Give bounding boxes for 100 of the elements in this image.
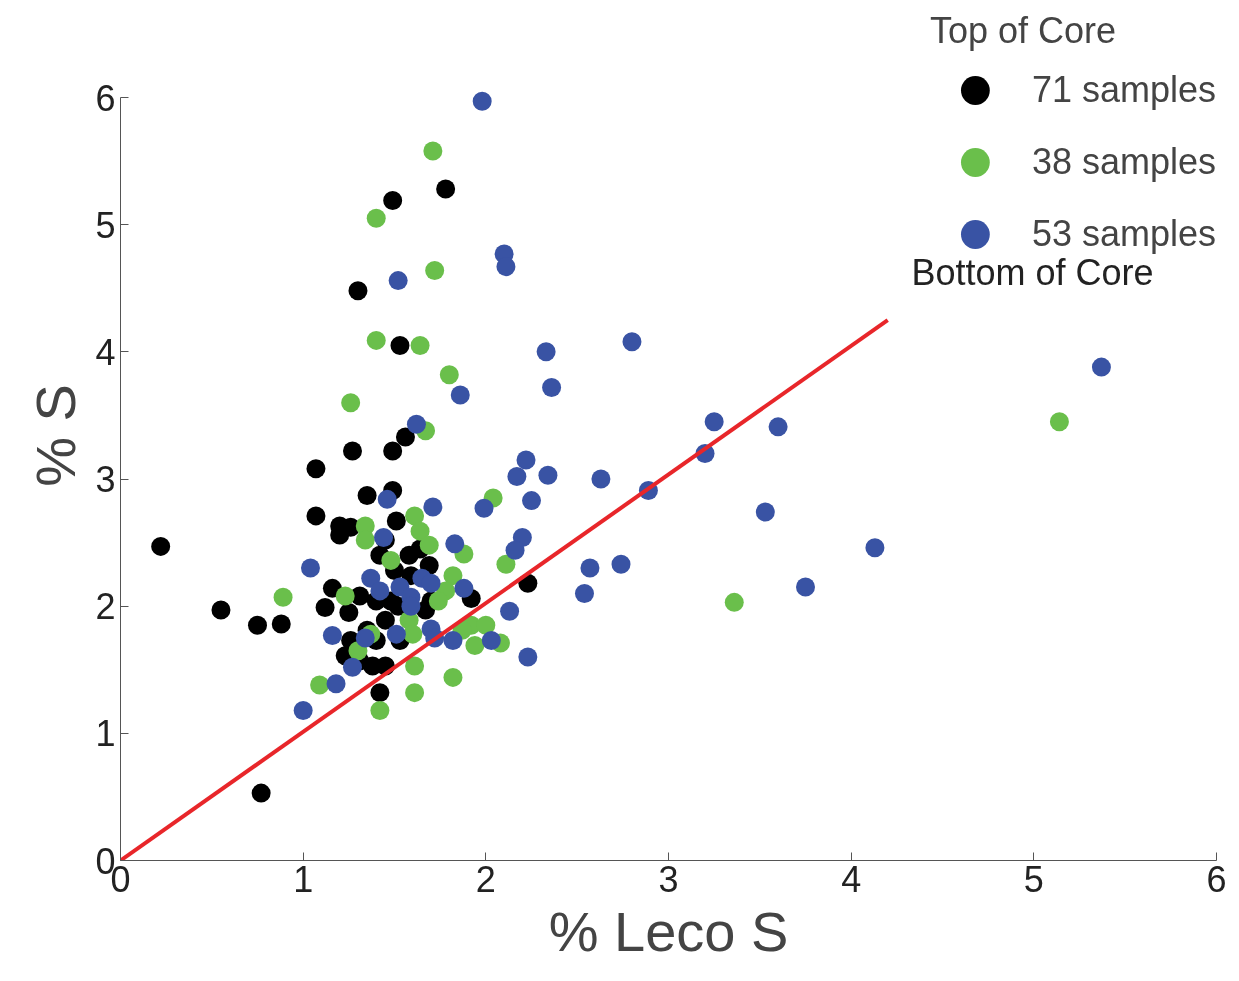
point xyxy=(405,656,425,676)
x-tick-label: 4 xyxy=(841,858,862,900)
point xyxy=(271,614,291,634)
point xyxy=(326,674,346,694)
point xyxy=(421,573,441,593)
y-tick-label: 2 xyxy=(95,586,116,628)
point xyxy=(472,91,492,111)
point xyxy=(574,583,594,603)
point xyxy=(419,535,439,555)
point xyxy=(339,603,359,623)
point xyxy=(405,683,425,703)
x-tick-label: 6 xyxy=(1206,858,1227,900)
point xyxy=(406,414,426,434)
point xyxy=(377,489,397,509)
point xyxy=(410,521,430,541)
x-tick-label: 1 xyxy=(293,858,314,900)
point xyxy=(342,441,362,461)
point xyxy=(443,566,463,586)
point xyxy=(496,554,516,574)
x-tick-label: 2 xyxy=(475,858,496,900)
point xyxy=(536,342,556,362)
point xyxy=(1049,412,1069,432)
point xyxy=(724,592,744,612)
point xyxy=(755,502,775,522)
point xyxy=(211,600,231,620)
point xyxy=(403,624,423,644)
point xyxy=(500,601,520,621)
point xyxy=(390,335,410,355)
point xyxy=(865,538,885,558)
legend-label: 71 samples xyxy=(1031,68,1216,112)
legend-label: 38 samples xyxy=(1031,140,1216,184)
point xyxy=(538,465,558,485)
point xyxy=(611,554,631,574)
point xyxy=(342,657,362,677)
point xyxy=(622,332,642,352)
point xyxy=(370,700,390,720)
point xyxy=(386,511,406,531)
point xyxy=(423,497,443,517)
point xyxy=(355,628,375,648)
point xyxy=(383,191,403,210)
legend-label: 53 samples xyxy=(1031,212,1216,256)
point xyxy=(310,675,330,695)
point xyxy=(361,568,381,588)
point xyxy=(496,257,516,277)
point xyxy=(388,271,408,291)
y-axis-title: % S xyxy=(24,384,88,487)
point xyxy=(335,586,355,606)
y-tick-label: 4 xyxy=(95,331,116,373)
point xyxy=(1091,357,1111,377)
point xyxy=(300,558,320,578)
point xyxy=(580,558,600,578)
point xyxy=(768,417,788,437)
point xyxy=(443,667,463,687)
point xyxy=(341,393,361,413)
point xyxy=(505,540,525,560)
point xyxy=(522,491,541,511)
point xyxy=(591,469,611,489)
point xyxy=(293,700,313,720)
point xyxy=(436,179,456,199)
x-tick-label: 5 xyxy=(1023,858,1044,900)
point xyxy=(704,412,724,432)
point xyxy=(251,783,271,803)
point xyxy=(465,636,485,656)
point xyxy=(366,208,386,228)
point xyxy=(370,581,390,601)
point xyxy=(445,534,465,554)
y-tick-label: 3 xyxy=(95,459,116,500)
point xyxy=(507,466,527,486)
point xyxy=(375,610,395,630)
point xyxy=(322,625,342,645)
point xyxy=(273,587,293,607)
point xyxy=(428,591,448,611)
point xyxy=(151,536,171,556)
y-tick-label: 6 xyxy=(95,77,116,119)
point xyxy=(542,377,562,397)
point xyxy=(518,647,538,667)
point xyxy=(348,281,368,301)
point xyxy=(366,330,386,350)
point xyxy=(481,631,501,650)
point xyxy=(315,597,335,617)
point xyxy=(383,441,403,461)
y-tick-label: 1 xyxy=(95,713,116,755)
point xyxy=(476,615,496,635)
point xyxy=(248,615,267,635)
point xyxy=(381,550,401,570)
point xyxy=(357,486,377,506)
y-tick-label: 5 xyxy=(95,204,116,246)
point xyxy=(395,427,415,447)
point xyxy=(306,459,326,479)
point xyxy=(410,335,430,355)
point xyxy=(439,365,459,385)
x-axis-title: % Leco S xyxy=(548,899,789,963)
point xyxy=(474,498,494,518)
point xyxy=(355,530,375,550)
legend-title: Top of Core xyxy=(929,10,1117,52)
point xyxy=(516,450,536,470)
point xyxy=(450,385,470,405)
point xyxy=(796,577,815,597)
point xyxy=(306,506,326,526)
point xyxy=(423,141,443,161)
